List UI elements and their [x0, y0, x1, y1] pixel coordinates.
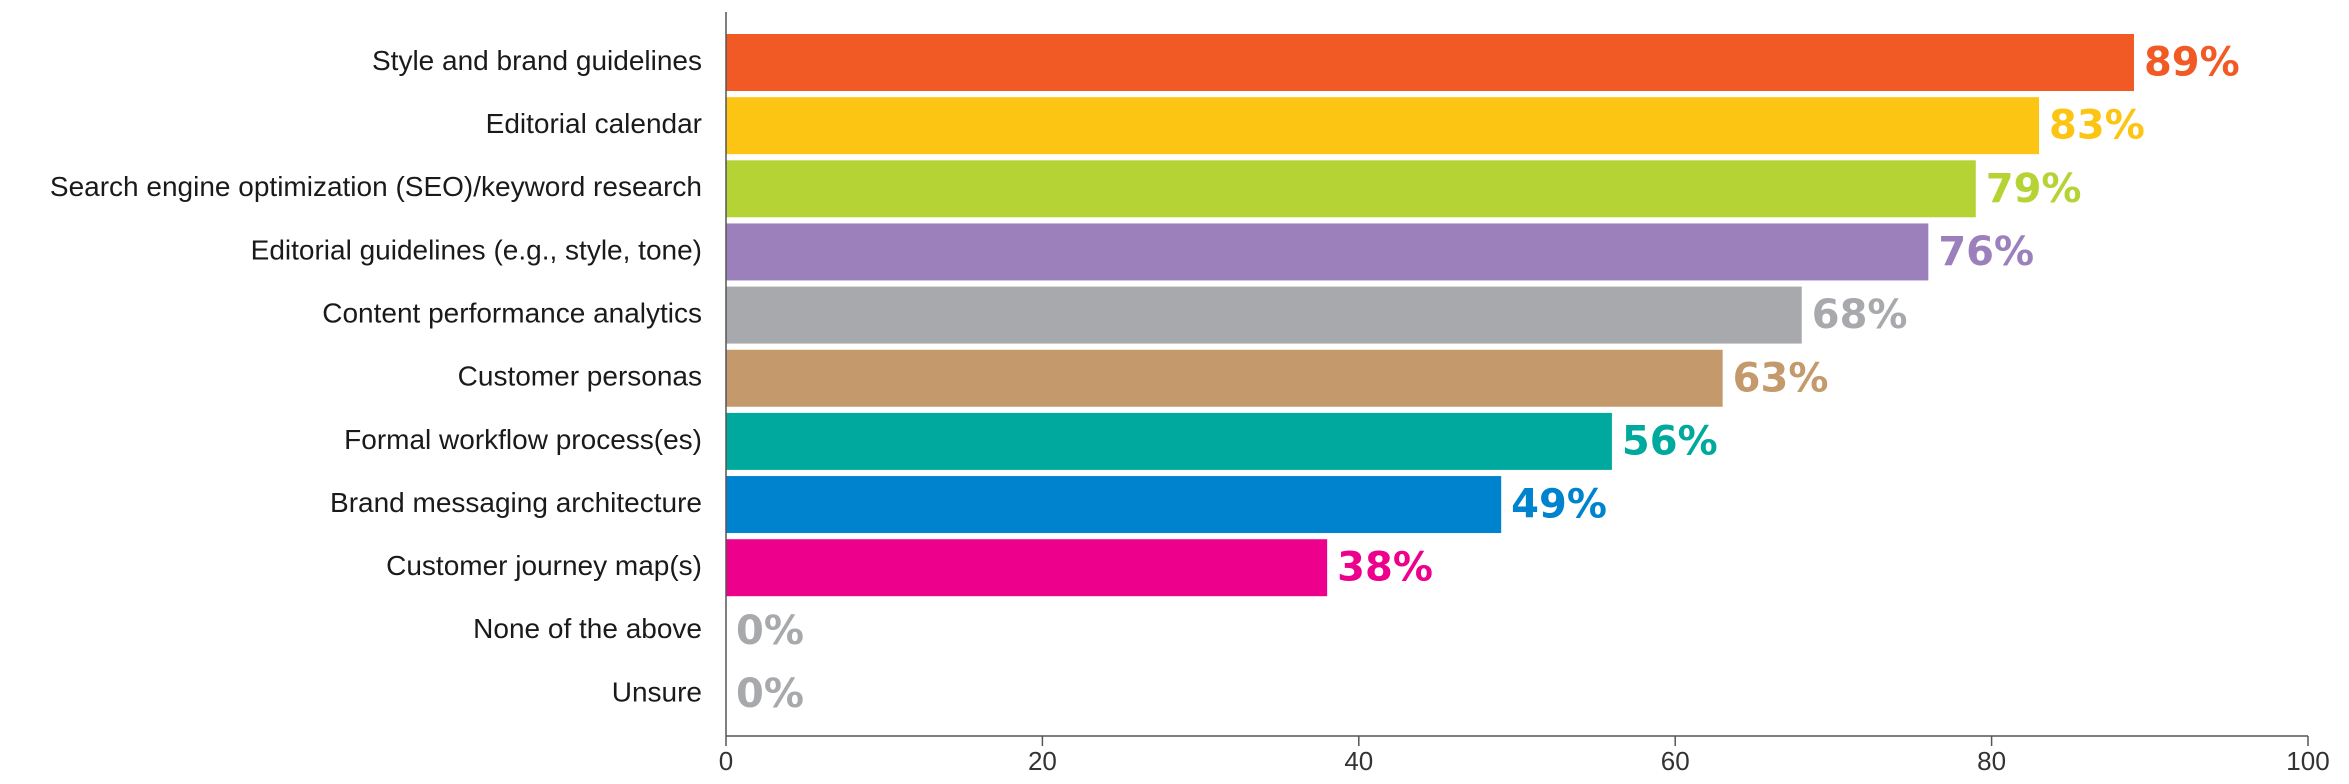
category-label: Search engine optimization (SEO)/keyword…: [50, 171, 702, 202]
x-tick-label: 60: [1661, 746, 1690, 776]
x-tick-label: 40: [1344, 746, 1373, 776]
value-label: 49%: [1511, 482, 1607, 528]
category-label: Brand messaging architecture: [330, 487, 702, 518]
value-label: 38%: [1337, 545, 1433, 591]
x-tick-label: 0: [719, 746, 733, 776]
category-label: Editorial guidelines (e.g., style, tone): [251, 234, 702, 265]
value-label: 0%: [736, 671, 804, 717]
value-label: 89%: [2144, 40, 2240, 86]
value-label: 83%: [2049, 103, 2145, 149]
category-label: Unsure: [612, 676, 702, 707]
category-label: Editorial calendar: [486, 108, 702, 139]
x-tick-label: 100: [2286, 746, 2329, 776]
x-tick-label: 20: [1028, 746, 1057, 776]
x-tick-label: 80: [1977, 746, 2006, 776]
value-label: 0%: [736, 608, 804, 654]
bar: [726, 412, 1612, 470]
category-label: None of the above: [473, 613, 702, 644]
bars-group: Style and brand guidelines 89% Editorial c…: [50, 34, 2240, 717]
bar: [726, 539, 1328, 597]
bar: [726, 286, 1802, 344]
value-label: 79%: [1986, 166, 2082, 212]
bar: [726, 34, 2134, 91]
bar: [726, 160, 1976, 218]
bar: [726, 97, 2040, 155]
axes-group: 0 20 40 60 80 100: [719, 12, 2330, 776]
bar: [726, 223, 1929, 281]
value-label: 63%: [1733, 355, 1829, 401]
category-label: Content performance analytics: [322, 297, 702, 328]
category-label: Customer personas: [458, 361, 702, 392]
category-label: Style and brand guidelines: [372, 45, 702, 76]
value-label: 68%: [1812, 292, 1908, 338]
category-label: Customer journey map(s): [386, 550, 702, 581]
category-label: Formal workflow process(es): [344, 424, 702, 455]
bar: [726, 476, 1502, 534]
value-label: 76%: [1938, 229, 2034, 275]
value-label: 56%: [1622, 418, 1718, 464]
bar: [726, 349, 1723, 407]
